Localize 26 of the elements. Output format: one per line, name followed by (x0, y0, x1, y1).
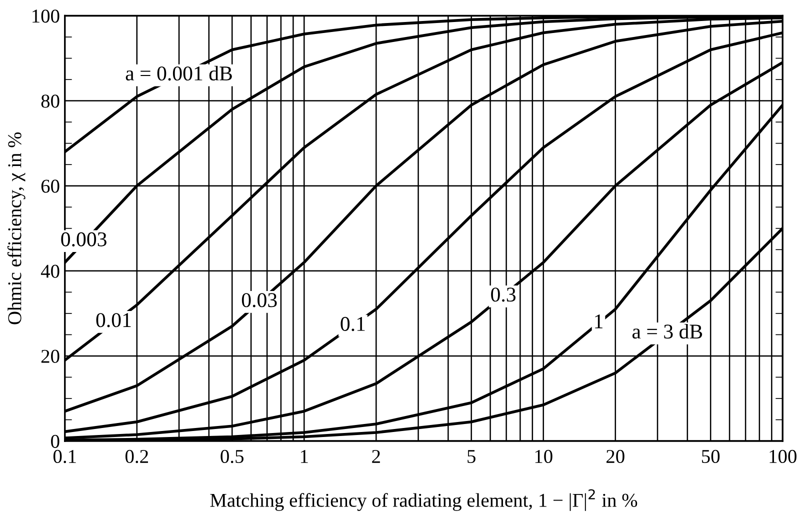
annotation: 0.1 (340, 316, 365, 332)
x-tick-label: 0.1 (53, 450, 76, 464)
annotation: 0.003 (61, 232, 106, 246)
y-tick-label: 0 (51, 434, 60, 448)
annotation: 0.03 (242, 293, 277, 308)
x-tick-label: 2 (372, 450, 380, 463)
x-tick-label: 100 (770, 450, 796, 464)
x-tick-label: 50 (702, 450, 720, 464)
x-tick-label: 1 (300, 450, 308, 463)
y-tick-label: 60 (41, 180, 60, 193)
y-tick-label: 20 (41, 350, 60, 363)
annotation: 0.01 (96, 313, 131, 328)
y-axis-title: Ohmic efficiency, χ in % (7, 132, 26, 324)
x-tick-label: 0.5 (220, 450, 244, 464)
x-tick-label: 20 (606, 450, 624, 464)
y-tick-label: 80 (41, 94, 60, 108)
x-axis-title: Matching efficiency of radiating element, 1 − |Γ|$^{2}$ in % (210, 489, 638, 511)
x-tick-label: 10 (535, 450, 552, 464)
annotation: 0.3 (491, 288, 516, 302)
annotation: a = 0.001 dB (126, 66, 232, 81)
annotation: 1 (595, 314, 602, 328)
annotation: a = 3 dB (632, 324, 702, 339)
y-tick-label: 100 (32, 10, 60, 23)
x-tick-label: 0.2 (125, 450, 148, 464)
x-tick-label: 5 (468, 450, 476, 464)
y-tick-label: 40 (40, 264, 60, 278)
